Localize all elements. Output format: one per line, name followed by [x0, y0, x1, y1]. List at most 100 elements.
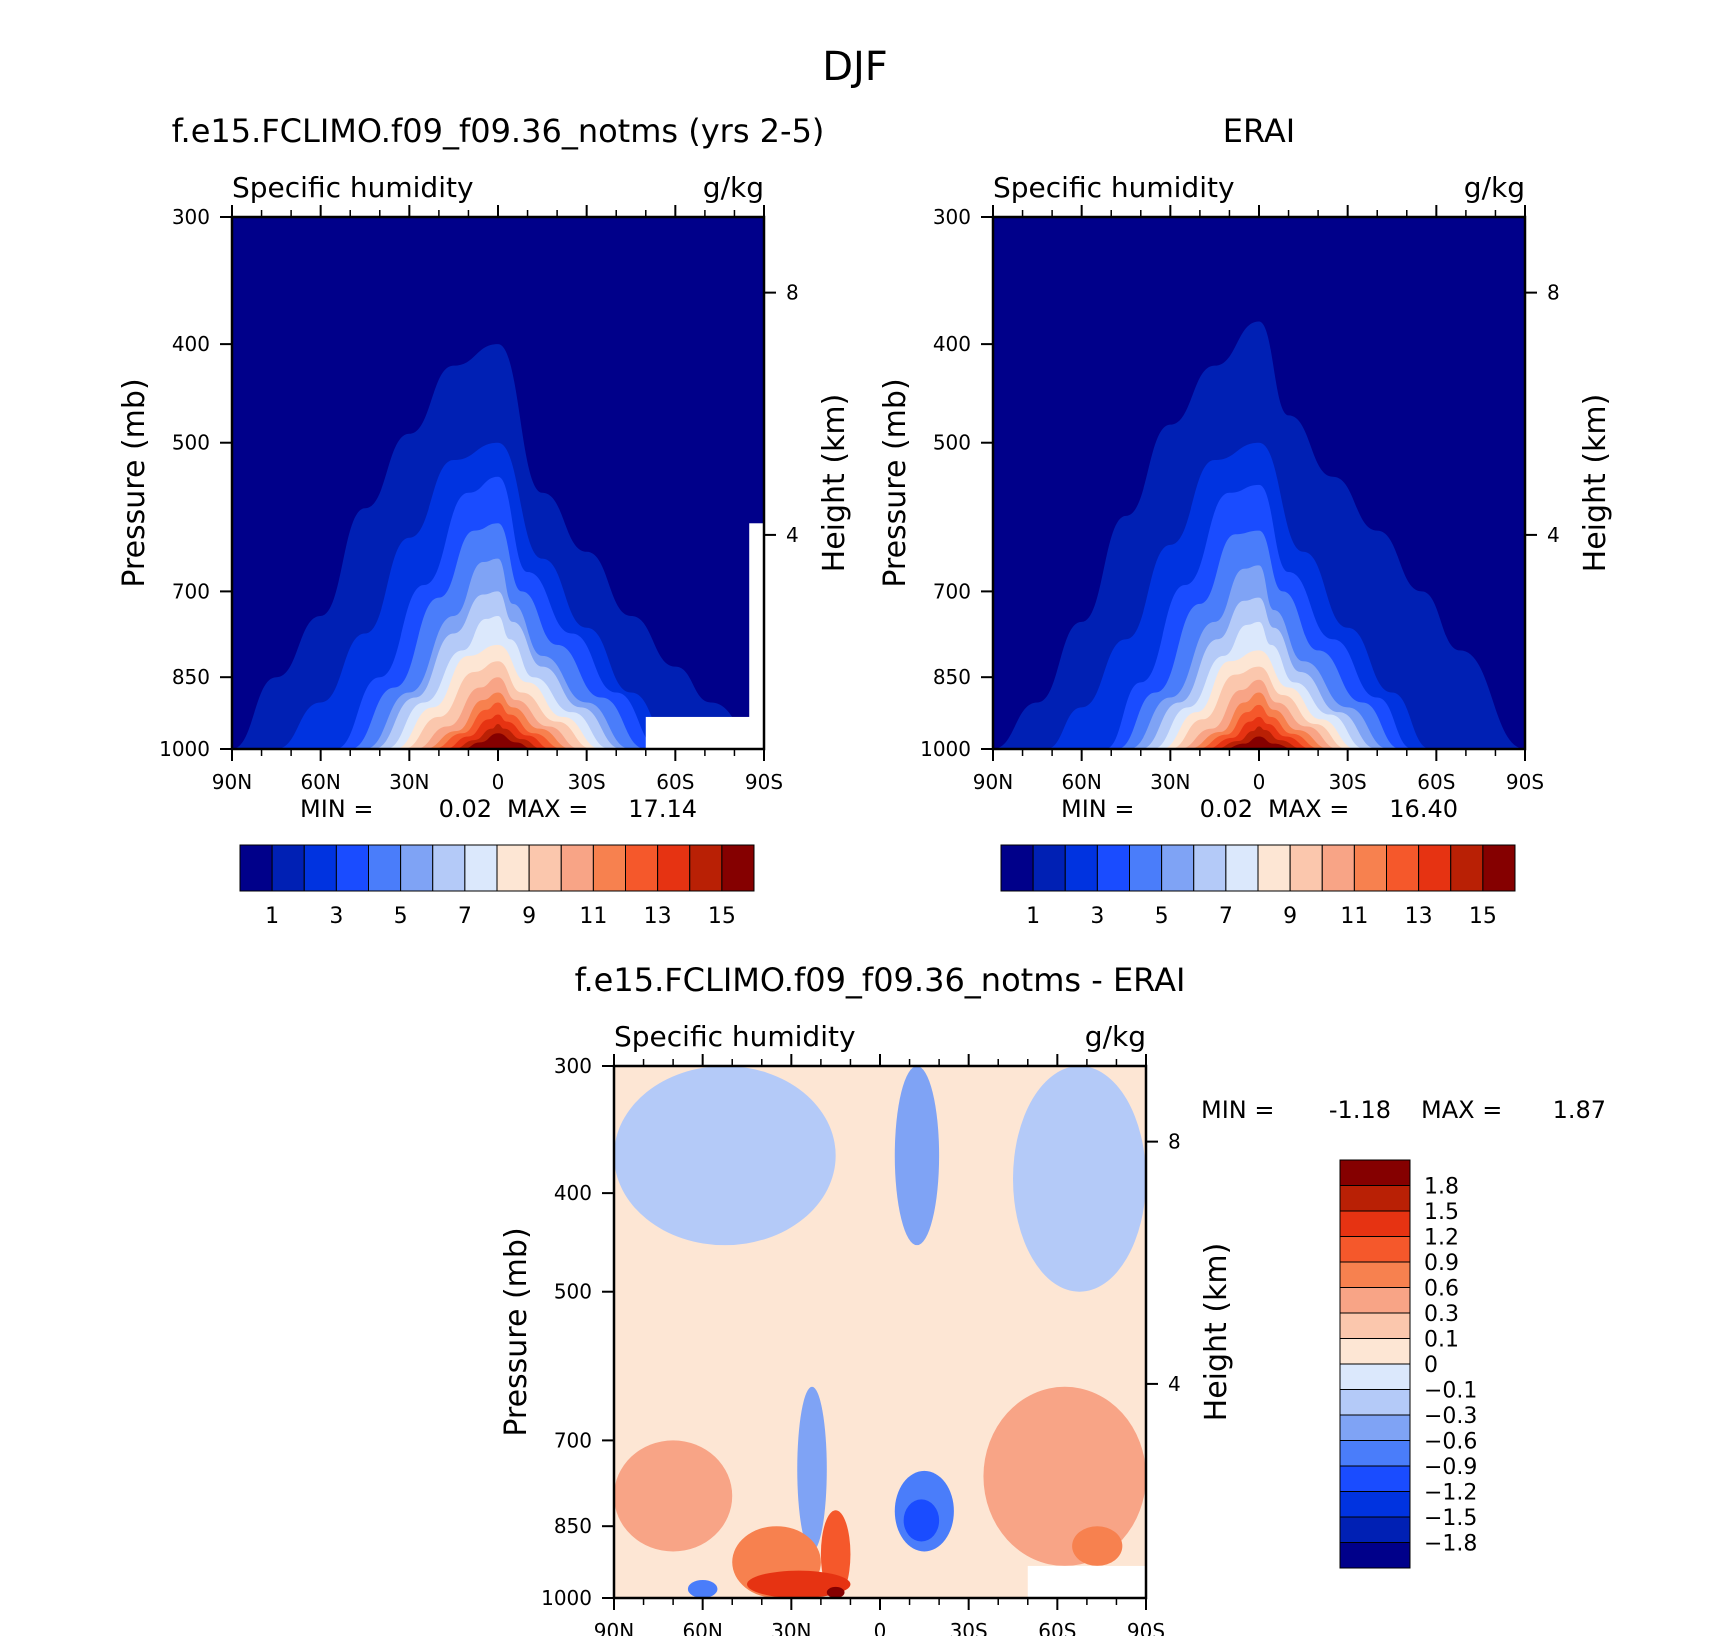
y-tick-label: 300: [172, 205, 210, 229]
colorbar-box: [1339, 1465, 1411, 1492]
max-value: 16.40: [1389, 795, 1458, 823]
y-axis-label: Pressure (mb): [499, 1227, 534, 1436]
colorbar-label: −0.9: [1424, 1455, 1477, 1480]
colorbar-label: 1: [1026, 904, 1040, 929]
colorbar-box: [271, 844, 305, 892]
y-tick-label: 400: [554, 1181, 592, 1205]
colorbar-label: 9: [1283, 904, 1297, 929]
colorbar-box: [1339, 1210, 1411, 1237]
missing-data-strip: [749, 523, 764, 749]
contour-feature: [1072, 1526, 1123, 1566]
x-tick-label: 90S: [1506, 770, 1544, 794]
colorbar-box: [335, 844, 369, 892]
min-label: MIN =: [1061, 795, 1134, 823]
colorbar-label: 11: [1340, 904, 1368, 929]
colorbar-box: [1450, 844, 1484, 892]
colorbar-box: [1339, 1159, 1411, 1186]
max-label: MAX =: [1268, 795, 1349, 823]
colorbar-label: 13: [644, 904, 672, 929]
colorbar-label: 1.5: [1424, 1200, 1459, 1225]
y2-tick-label: 8: [1168, 1130, 1181, 1154]
colorbar-label: −0.3: [1424, 1404, 1477, 1429]
colorbar-box: [1096, 844, 1130, 892]
colorbar-box: [1064, 844, 1098, 892]
colorbar-label: −0.1: [1424, 1379, 1477, 1404]
colorbar-box: [1386, 844, 1420, 892]
unit-label: g/kg: [703, 171, 764, 204]
y-tick-label: 1000: [159, 737, 210, 761]
min-label: MIN =: [300, 795, 373, 823]
max-value: 1.87: [1553, 1096, 1606, 1124]
x-tick-label: 60S: [1417, 770, 1455, 794]
max-value: 17.14: [628, 795, 697, 823]
y-tick-label: 850: [933, 665, 971, 689]
colorbar-label: −0.6: [1424, 1430, 1477, 1455]
colorbar-box: [1339, 1516, 1411, 1543]
colorbar-label: 9: [522, 904, 536, 929]
contour-level-15: [462, 733, 534, 749]
contour-feature: [797, 1386, 827, 1552]
figure-title: DJF: [822, 44, 888, 90]
colorbar-box: [1257, 844, 1291, 892]
colorbar-box: [1161, 844, 1195, 892]
colorbar-box: [1339, 1440, 1411, 1467]
panel-title: f.e15.FCLIMO.f09_f09.36_notms - ERAI: [575, 961, 1186, 999]
missing-data-block: [1027, 1565, 1146, 1598]
variable-label: Specific humidity: [993, 171, 1235, 204]
colorbar-box: [528, 844, 562, 892]
y-tick-label: 300: [554, 1054, 592, 1078]
x-tick-label: 30N: [1150, 770, 1190, 794]
x-tick-label: 90S: [1127, 1619, 1165, 1636]
colorbar-label: −1.5: [1424, 1506, 1477, 1531]
x-tick-label: 0: [492, 770, 505, 794]
colorbar-label: 11: [579, 904, 607, 929]
min-value: 0.02: [439, 795, 492, 823]
max-label: MAX =: [1421, 1096, 1502, 1124]
colorbar-box: [721, 844, 755, 892]
y-tick-label: 700: [554, 1428, 592, 1452]
colorbar-box: [1482, 844, 1516, 892]
max-label: MAX =: [507, 795, 588, 823]
colorbar-box: [1339, 1363, 1411, 1390]
contour-feature: [614, 1440, 733, 1552]
contour-feature: [894, 1066, 940, 1246]
min-label: MIN =: [1201, 1096, 1274, 1124]
contour-feature: [1013, 1066, 1146, 1292]
colorbar-box: [368, 844, 402, 892]
colorbar-box: [1339, 1338, 1411, 1365]
colorbar-box: [1193, 844, 1227, 892]
min-value: -1.18: [1329, 1096, 1391, 1124]
contour-fill-group: [614, 1066, 1146, 1598]
colorbar-box: [1225, 844, 1259, 892]
colorbar-label: 1.2: [1424, 1226, 1459, 1251]
y-axis-label: Pressure (mb): [878, 378, 913, 587]
panel-2: 300 400 500 700 850 1000 8 4 90N 60N 30N 0 30S 60S 90S…: [878, 112, 1613, 929]
x-tick-label: 0: [1253, 770, 1266, 794]
colorbar-box: [1339, 1261, 1411, 1288]
colorbar-box: [400, 844, 434, 892]
panel-3: 300 400 500 700 850 1000 8 4 90N 60N 30N 0 30S 60S 90S…: [499, 961, 1606, 1636]
colorbar-label: 0.1: [1424, 1328, 1459, 1353]
colorbar-box: [560, 844, 594, 892]
y2-tick-label: 8: [786, 281, 799, 305]
y-tick-label: 1000: [920, 737, 971, 761]
colorbar-label: 5: [1155, 904, 1169, 929]
x-tick-label: 90N: [973, 770, 1013, 794]
colorbar-label: 7: [1219, 904, 1233, 929]
colorbar-label: −1.8: [1424, 1532, 1477, 1557]
x-tick-label: 90N: [212, 770, 252, 794]
y-tick-label: 500: [933, 431, 971, 455]
x-tick-label: 30N: [389, 770, 429, 794]
colorbar-label: 0.6: [1424, 1277, 1459, 1302]
contour-feature: [614, 1066, 836, 1246]
y2-axis-label: Height (km): [1199, 1243, 1234, 1422]
min-value: 0.02: [1200, 795, 1253, 823]
y-tick-label: 500: [554, 1280, 592, 1304]
x-tick-label: 30N: [771, 1619, 811, 1636]
variable-label: Specific humidity: [232, 171, 474, 204]
colorbar-label: 1: [265, 904, 279, 929]
colorbar-label: 3: [329, 904, 343, 929]
y-tick-label: 500: [172, 431, 210, 455]
colorbar-box: [432, 844, 466, 892]
